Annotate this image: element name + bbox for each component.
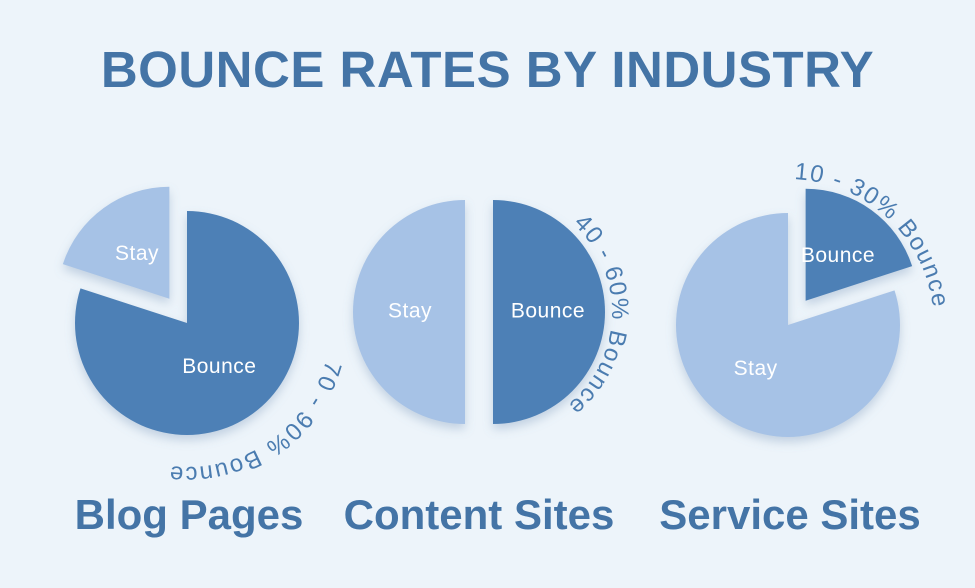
pie-slice-bounce: [493, 200, 605, 424]
slice-label-stay: Stay: [388, 300, 432, 323]
page-title: BOUNCE RATES BY INDUSTRY: [100, 41, 875, 98]
category-label-service-sites: Service Sites: [659, 491, 921, 538]
slice-label-bounce: Bounce: [801, 244, 875, 267]
category-label-blog-pages: Blog Pages: [74, 491, 304, 538]
pie-content-sites: [353, 200, 605, 424]
pie-service-sites: [676, 188, 913, 437]
slice-label-stay: Stay: [734, 357, 778, 380]
pie-blog-pages-labels: Stay Bounce: [115, 242, 256, 378]
slice-label-bounce: Bounce: [511, 300, 585, 323]
pie-blog-pages: [62, 186, 299, 435]
pie-slice-stay: [62, 186, 170, 299]
category-label-content-sites: Content Sites: [343, 491, 615, 538]
pie-slice-stay: [676, 213, 901, 437]
pie-content-sites-labels: Stay Bounce: [388, 300, 585, 323]
slice-label-bounce: Bounce: [182, 355, 256, 378]
slice-label-stay: Stay: [115, 242, 159, 265]
pie-slice-bounce: [74, 211, 299, 435]
pie-slice-bounce: [805, 188, 913, 301]
pie-service-sites-labels: Stay Bounce: [734, 244, 875, 380]
pie-slice-stay: [353, 200, 465, 424]
